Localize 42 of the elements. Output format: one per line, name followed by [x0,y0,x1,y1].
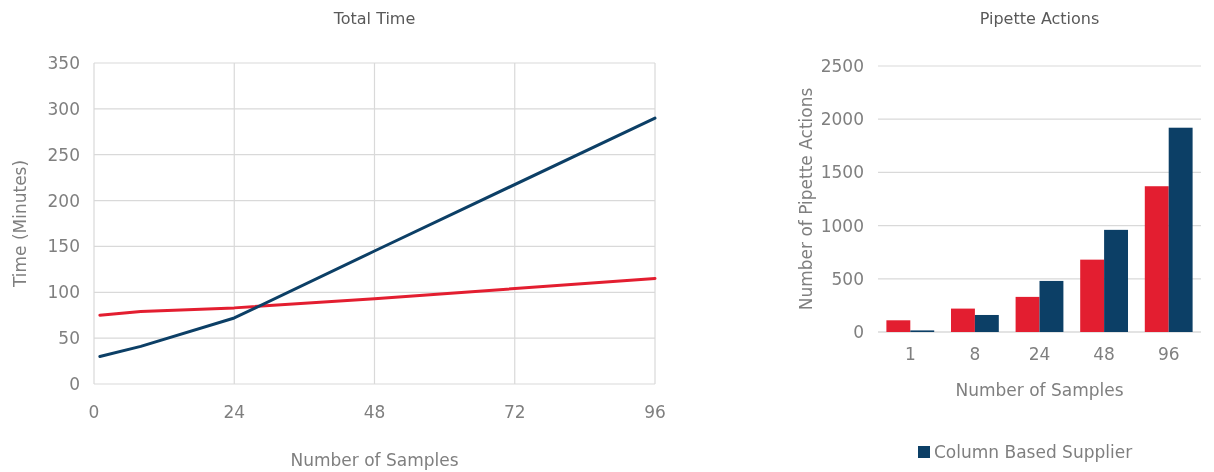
x-tick-label: 24 [223,402,246,422]
bar [1080,259,1105,332]
x-axis-title: Number of Samples [290,450,459,470]
y-tick-label: 2500 [820,55,864,76]
y-tick-label: 0 [69,373,80,394]
line-series [98,116,657,358]
legend-label: Column Based Supplier [934,442,1133,462]
bar [886,320,911,332]
y-tick-label: 100 [47,282,80,303]
y-tick-label: 300 [47,98,80,119]
bar [1144,186,1169,332]
x-tick-label: 0 [88,402,100,422]
bar [974,314,999,332]
x-tick-label: 72 [503,402,526,422]
y-tick-label: 150 [47,236,80,257]
y-tick-label: 0 [853,321,864,342]
chart-title: Pipette Actions [979,9,1100,28]
x-tick-label: 96 [1157,344,1180,364]
x-tick-label: 96 [644,402,666,422]
y-tick-label: 350 [47,52,80,73]
y-axis-title: Time (Minutes) [10,159,30,289]
x-tick-label: 48 [1093,344,1115,364]
bar [951,308,975,332]
chart-title: Total Time [332,9,416,28]
bar [1039,280,1064,332]
x-tick-label: 24 [1028,344,1051,364]
y-tick-label: 500 [831,268,864,289]
x-axis-title: Number of Samples [955,380,1124,400]
x-tick-label: 1 [904,344,916,364]
y-tick-label: 2000 [820,109,864,130]
x-tick-label: 8 [969,344,981,364]
y-tick-label: 200 [47,190,80,211]
line-series [98,277,657,317]
y-tick-label: 250 [47,144,80,165]
y-tick-label: 50 [58,328,80,349]
bar [1168,127,1193,332]
x-tick-label: 48 [363,402,386,422]
y-axis-title: Number of Pipette Actions [796,87,816,311]
bar [1104,229,1128,332]
bar [1015,296,1040,332]
y-tick-label: 1500 [820,162,864,183]
y-tick-label: 1000 [820,215,864,236]
